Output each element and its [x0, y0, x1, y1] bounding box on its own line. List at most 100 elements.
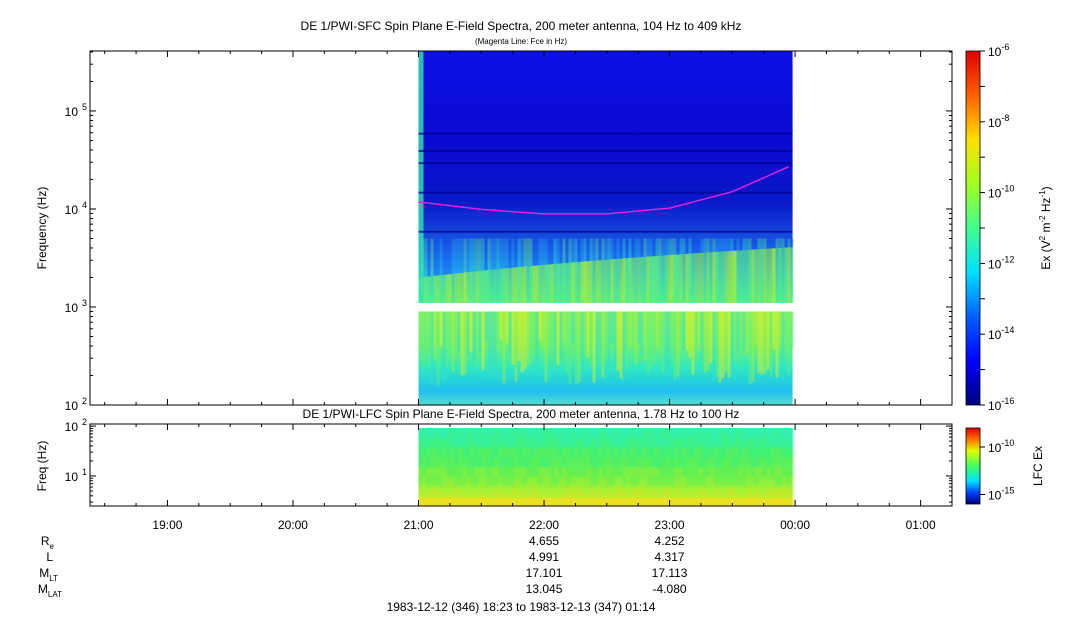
lfc-cell	[446, 486, 451, 497]
sfc-cell	[478, 311, 482, 352]
lfc-cell	[614, 447, 619, 458]
lfc-cell	[702, 428, 707, 438]
lfc-cell	[614, 457, 619, 467]
sfc-cell	[784, 238, 788, 248]
lfc-cell	[490, 428, 495, 438]
lfc-cell	[450, 476, 455, 487]
lfc-cell	[506, 428, 511, 438]
lfc-cell	[734, 476, 739, 487]
lfc-cell	[758, 447, 763, 458]
lfc-cell	[726, 467, 731, 477]
lfc-cell	[622, 447, 627, 458]
lfc-cell	[758, 467, 763, 477]
lfc-cell	[710, 476, 715, 487]
sfc-cell	[673, 311, 677, 381]
lfc-cell	[502, 447, 507, 458]
sfc-cell	[472, 238, 476, 272]
lfc-cell	[546, 437, 551, 448]
sfc-colorbar-ticks: 10-6 10-8 10-10 10-12 10-14 10-16	[980, 42, 1014, 413]
lfc-cell	[718, 476, 723, 487]
lfc-cell	[666, 457, 671, 467]
lfc-cell	[438, 457, 443, 467]
lfc-cell	[442, 437, 447, 448]
sfc-cell	[790, 247, 794, 303]
lfc-cell	[506, 447, 511, 458]
lfc-cell	[698, 447, 703, 458]
lfc-cell	[638, 437, 643, 448]
sfc-cell	[607, 238, 611, 260]
lfc-cell	[430, 428, 435, 438]
lfc-cell	[566, 457, 571, 467]
sfc-cell	[694, 311, 698, 349]
lfc-cell	[662, 467, 667, 477]
sfc-cell	[541, 264, 545, 303]
sfc-cell	[778, 238, 782, 248]
sfc-cell	[433, 275, 437, 303]
lfc-cell	[702, 457, 707, 467]
sfc-cell	[733, 250, 737, 303]
lfc-cell	[422, 476, 427, 487]
lfc-cell	[462, 437, 467, 448]
sfc-cell	[451, 311, 455, 372]
lfc-cell	[554, 467, 559, 477]
sfc-cell	[463, 311, 467, 375]
lfc-cell	[418, 498, 793, 506]
orbit-row-label: L	[46, 550, 53, 564]
lfc-cell	[426, 467, 431, 477]
lfc-cell	[602, 437, 607, 448]
lfc-cell	[506, 457, 511, 467]
sfc-cell	[568, 238, 572, 263]
sfc-cell	[442, 238, 446, 275]
lfc-cell	[774, 457, 779, 467]
lfc-cell	[694, 476, 699, 487]
lfc-cell	[782, 486, 787, 497]
lfc-cell	[602, 476, 607, 487]
lfc-cell	[682, 437, 687, 448]
orbit-row-label: MLAT	[38, 582, 62, 599]
lfc-cell	[518, 467, 523, 477]
lfc-cell	[666, 447, 671, 458]
sfc-cell	[697, 252, 701, 303]
lfc-cell	[598, 457, 603, 467]
lfc-cell	[534, 428, 539, 438]
sfc-cell	[505, 268, 509, 303]
lfc-cell	[690, 447, 695, 458]
sfc-cell	[598, 260, 602, 303]
lfc-cell	[726, 428, 731, 438]
lfc-cell	[434, 428, 439, 438]
sfc-cell	[589, 260, 593, 303]
lfc-cell	[518, 457, 523, 467]
lfc-cell	[454, 476, 459, 487]
sfc-cell	[682, 311, 686, 351]
lfc-cell	[718, 457, 723, 467]
lfc-cell	[654, 447, 659, 458]
lfc-cell	[774, 467, 779, 477]
sfc-cell	[601, 311, 605, 378]
lfc-cell	[630, 437, 635, 448]
sfc-cell	[652, 311, 656, 363]
lfc-cell	[642, 428, 647, 438]
lfc-cell	[786, 457, 791, 467]
lfc-cell	[522, 476, 527, 487]
lfc-cell	[638, 447, 643, 458]
lfc-cell	[682, 486, 687, 497]
sfc-cell	[688, 311, 692, 359]
sfc-cell	[754, 249, 758, 303]
sfc-cell	[790, 238, 794, 248]
orbit-value: 4.655	[529, 534, 559, 548]
sfc-cell	[598, 311, 602, 351]
lfc-cell	[526, 476, 531, 487]
lfc-cell	[574, 428, 579, 438]
sfc-cell	[544, 264, 548, 303]
lfc-cell	[710, 467, 715, 477]
lfc-cell	[578, 447, 583, 458]
lfc-cell	[578, 437, 583, 448]
lfc-cell	[774, 428, 779, 438]
lfc-cell	[610, 467, 615, 477]
sfc-cell	[790, 311, 794, 348]
lfc-cell	[538, 447, 543, 458]
sfc-cell	[553, 311, 557, 355]
lfc-cell	[418, 476, 423, 487]
sfc-cell	[505, 311, 509, 344]
sfc-subtitle: (Magenta Line: Fce in Hz)	[475, 37, 567, 46]
